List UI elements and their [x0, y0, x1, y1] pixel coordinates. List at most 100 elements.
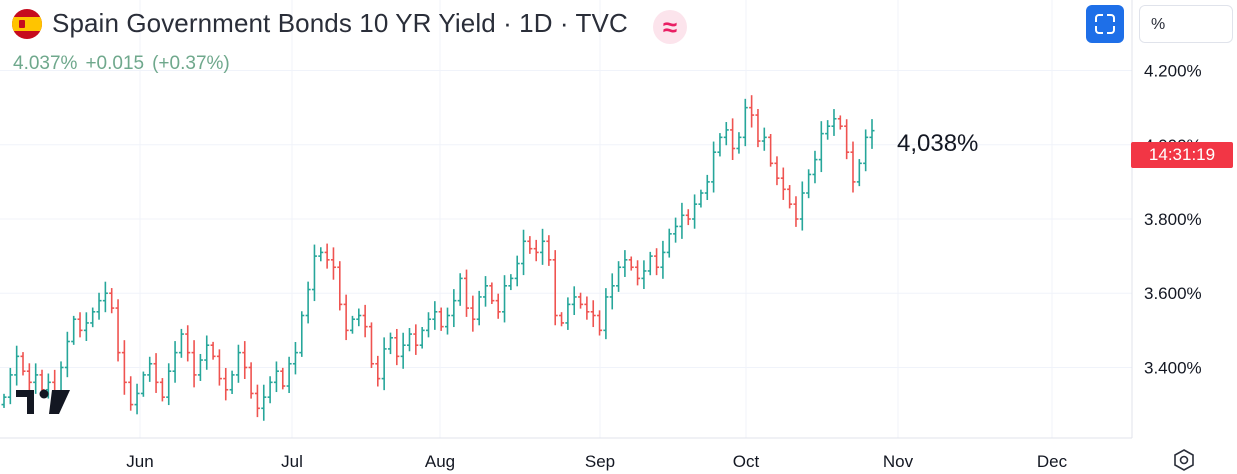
x-tick-label: Aug [425, 452, 455, 471]
ohlc-bar [806, 169, 812, 199]
ohlc-bar [330, 247, 336, 280]
ohlc-bar [178, 328, 184, 358]
ohlc-bar [717, 133, 723, 157]
ohlc-bar [755, 108, 761, 148]
symbol-title[interactable]: Spain Government Bonds 10 YR Yield · 1D … [52, 8, 628, 38]
chart-grid [0, 0, 1132, 438]
ohlc-bar [77, 312, 83, 338]
ohlc-bar [185, 325, 191, 362]
price-scale[interactable]: 3.400%3.600%3.800%4.000%4.200% [1144, 62, 1202, 378]
tradingview-logo-icon[interactable] [16, 388, 72, 416]
fullscreen-button[interactable] [1086, 5, 1124, 43]
ohlc-bar [406, 327, 412, 352]
ohlc-bar [229, 370, 235, 394]
ohlc-bar [457, 273, 463, 306]
ohlc-bar [869, 119, 875, 149]
ohlc-bar [96, 292, 102, 320]
ohlc-bar [559, 312, 565, 327]
ohlc-bar [483, 276, 489, 307]
approx-icon[interactable]: ≈ [653, 10, 687, 44]
ohlc-bar [711, 141, 717, 193]
ohlc-bar [837, 115, 843, 130]
ohlc-bar [635, 260, 641, 286]
last-price: 4.037% [13, 53, 78, 74]
ohlc-bar [540, 228, 546, 265]
ohlc-bar [780, 167, 786, 200]
countdown-label: 14:31:19 [1131, 142, 1233, 168]
ohlc-bar [109, 288, 115, 314]
y-tick-label: 3.800% [1144, 210, 1202, 229]
ohlc-bar [14, 345, 20, 386]
ohlc-bar [856, 159, 862, 187]
ohlc-bar [438, 307, 444, 331]
ohlc-bar [349, 315, 355, 334]
ohlc-bar [280, 367, 286, 390]
ohlc-bar [571, 286, 577, 316]
ohlc-bar [533, 239, 539, 262]
ohlc-bar [578, 292, 584, 309]
ohlc-bar [679, 202, 685, 239]
ohlc-bar [102, 281, 108, 313]
settings-icon[interactable] [1172, 448, 1196, 472]
ohlc-bar [147, 356, 153, 382]
ohlc-bar [292, 341, 298, 375]
ohlc-bar [825, 120, 831, 140]
ohlc-bar [704, 174, 710, 201]
ohlc-bar [140, 371, 146, 397]
ohlc-bar [64, 331, 70, 378]
ohlc-bar [413, 324, 419, 355]
ohlc-bar [159, 378, 165, 402]
ohlc-bar [242, 341, 248, 380]
ohlc-bar [831, 109, 837, 136]
ohlc-bar [609, 273, 615, 310]
ohlc-bar [749, 95, 755, 128]
ohlc-bar [26, 363, 32, 391]
ohlc-bar [761, 127, 767, 151]
ohlc-bar [850, 141, 856, 193]
ohlc-bar [172, 341, 178, 383]
ohlc-bar [812, 150, 818, 184]
ohlc-bar [368, 322, 374, 369]
spain-flag-icon [12, 8, 42, 39]
ohlc-bar [128, 376, 134, 411]
ohlc-bar [375, 355, 381, 387]
y-tick-label: 4.200% [1144, 62, 1202, 81]
ohlc-bar [742, 98, 748, 147]
ohlc-bar [286, 356, 292, 394]
ohlc-bar [235, 344, 241, 383]
ohlc-bar [71, 315, 77, 345]
ohlc-bar [90, 307, 96, 328]
ohlc-bar [166, 363, 172, 406]
ohlc-bar [134, 383, 140, 415]
ohlc-bar [698, 189, 704, 208]
price-annotation[interactable]: 4,038% [897, 130, 979, 157]
ohlc-bar [552, 250, 558, 326]
ohlc-bar [248, 362, 254, 399]
ohlc-bar [685, 209, 691, 226]
x-tick-label: Dec [1037, 452, 1068, 471]
y-tick-label: 3.400% [1144, 358, 1202, 377]
ohlc-bar [521, 229, 527, 276]
percent-scale-button[interactable]: % [1139, 5, 1233, 43]
ohlc-bar [660, 240, 666, 279]
x-tick-label: Jul [281, 452, 303, 471]
ohlc-bars [1, 95, 875, 421]
time-scale[interactable]: Jun Jul Aug Sep Oct Nov Dec [126, 452, 1067, 471]
ohlc-bar [502, 275, 508, 323]
ohlc-bar [299, 311, 305, 357]
ohlc-bar [692, 194, 698, 229]
ohlc-bar [787, 185, 793, 209]
ohlc-bar [590, 300, 596, 328]
ohlc-bar [641, 260, 647, 290]
ohlc-bar [470, 295, 476, 332]
quote-line: 4.037% +0.015 (+0.37%) [13, 53, 238, 75]
ohlc-bar [204, 335, 210, 370]
ohlc-bar [7, 367, 13, 405]
ohlc-bar [267, 376, 273, 404]
x-tick-label: Nov [883, 452, 914, 471]
ohlc-bar [451, 289, 457, 328]
ohlc-bar [628, 256, 634, 271]
ohlc-bar [774, 156, 780, 186]
y-tick-label: 3.600% [1144, 284, 1202, 303]
